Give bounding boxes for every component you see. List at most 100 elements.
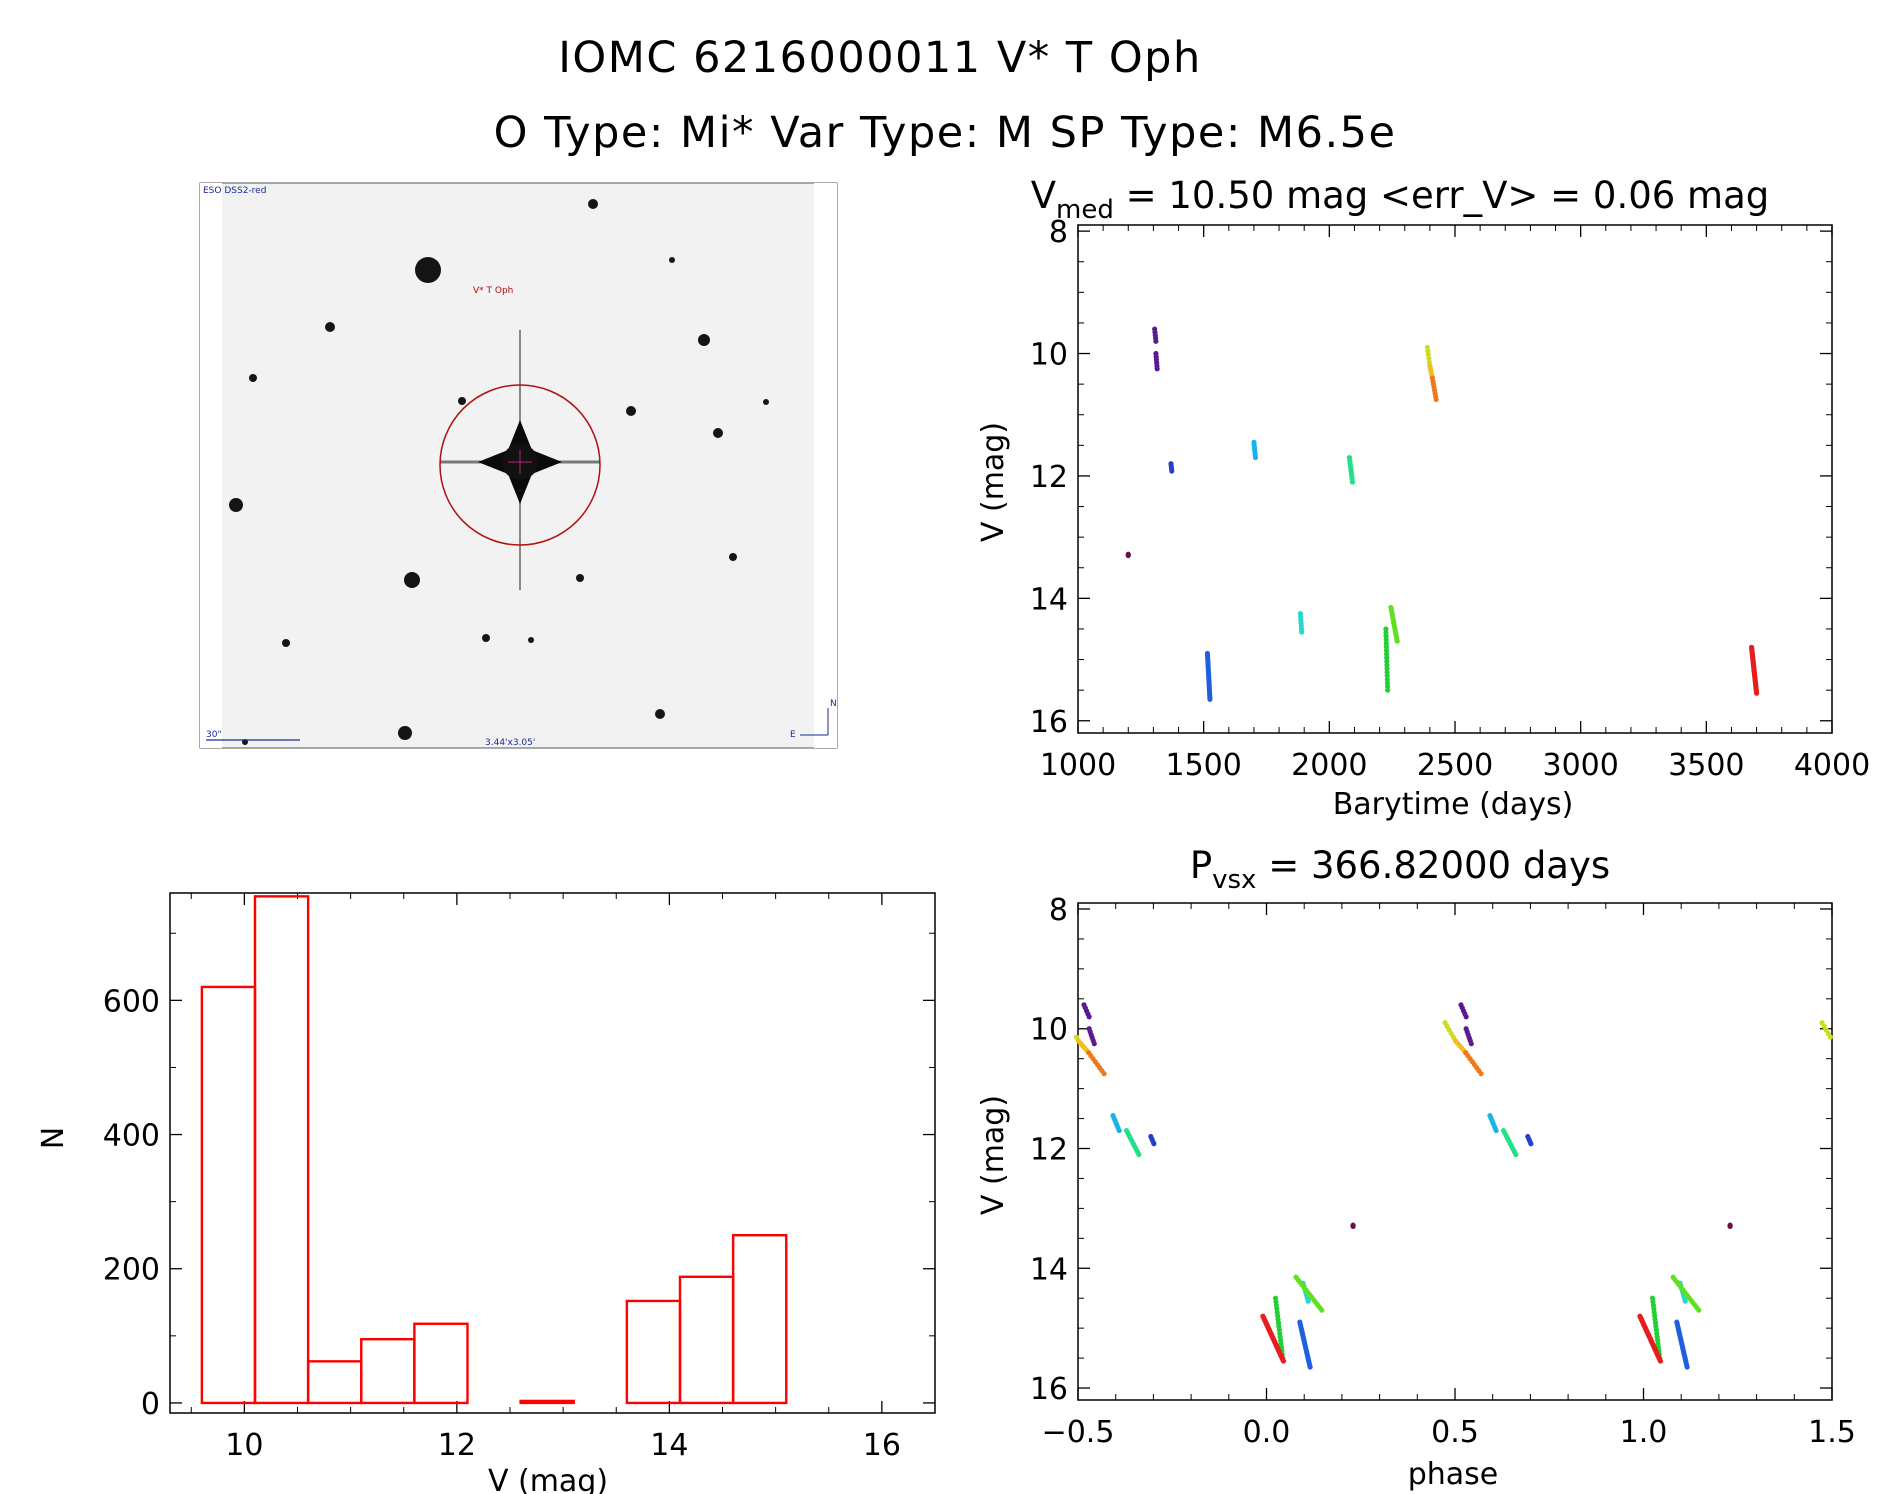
sky-image-right-band bbox=[814, 183, 837, 748]
phased-point bbox=[1319, 1307, 1325, 1313]
phased-ylabel: V (mag) bbox=[976, 1095, 1011, 1215]
histogram-xtick-label: 10 bbox=[225, 1428, 263, 1463]
header-subtitle: O Type: Mi* Var Type: M SP Type: M6.5e bbox=[494, 108, 1397, 158]
phased-ytick-label: 16 bbox=[1030, 1372, 1068, 1407]
phased-point bbox=[1091, 1041, 1097, 1047]
lightcurve-ylabel: V (mag) bbox=[976, 422, 1011, 542]
phased-title-main: P bbox=[1190, 844, 1212, 887]
phased-point bbox=[1727, 1223, 1733, 1229]
histogram-xtick-label: 12 bbox=[438, 1428, 476, 1463]
sky-star bbox=[576, 574, 584, 582]
lightcurve-ytick-label: 8 bbox=[1049, 215, 1068, 250]
phased-xtick-label: 1.0 bbox=[1620, 1415, 1668, 1450]
sky-star bbox=[482, 634, 490, 642]
phased-ytick-label: 14 bbox=[1030, 1252, 1068, 1287]
lightcurve-xtick-label: 1500 bbox=[1165, 748, 1241, 783]
lightcurve-frame bbox=[1077, 224, 1833, 734]
lightcurve-point bbox=[1153, 338, 1159, 344]
phased-point bbox=[1136, 1151, 1142, 1158]
lightcurve-point bbox=[1207, 696, 1213, 702]
lightcurve-title-main: V bbox=[1031, 174, 1056, 217]
sky-star bbox=[713, 428, 723, 438]
target-circle bbox=[439, 384, 601, 546]
phased-xtick-label: 0.5 bbox=[1431, 1415, 1479, 1450]
lightcurve-title: Vmed = 10.50 mag <err_V> = 0.06 mag bbox=[1031, 174, 1770, 225]
sky-star bbox=[282, 639, 290, 647]
sky-star bbox=[229, 498, 243, 512]
sky-image-panel: ESO DSS2-red V* T Oph 30" 3.44'x3.05' N … bbox=[199, 182, 838, 749]
phased-point bbox=[1151, 1141, 1157, 1147]
header-title: IOMC 6216000011 V* T Oph bbox=[558, 33, 1201, 83]
sky-star bbox=[249, 374, 257, 382]
compass: N E bbox=[790, 699, 837, 740]
phased-xtick-label: 0.0 bbox=[1243, 1415, 1291, 1450]
lightcurve-axes: 1000 1500 2000 2500 3000 3500 4000 8 10 12 14 16 bbox=[1030, 215, 1870, 783]
phased-point bbox=[1463, 1014, 1469, 1020]
sky-star bbox=[325, 322, 335, 332]
lightcurve-xtick-label: 2500 bbox=[1417, 748, 1493, 783]
phased-point bbox=[1684, 1364, 1690, 1370]
phased-title: Pvsx = 366.82000 days bbox=[1190, 844, 1610, 895]
sky-star bbox=[458, 397, 466, 405]
histogram-bar bbox=[306, 1360, 363, 1405]
lightcurve-chart: Vmed = 10.50 mag <err_V> = 0.06 mag 1000… bbox=[976, 174, 1870, 822]
sky-star bbox=[698, 334, 710, 346]
phased-point bbox=[1350, 1223, 1356, 1229]
lightcurve-title-rest: = 10.50 mag <err_V> = 0.06 mag bbox=[1114, 174, 1769, 217]
histogram-bar bbox=[413, 1322, 469, 1405]
phased-xlabel: phase bbox=[1408, 1457, 1499, 1492]
phased-xtick-label: 1.5 bbox=[1808, 1415, 1856, 1450]
sky-corner-label: ESO DSS2-red bbox=[203, 186, 266, 196]
phased-ytick-label: 10 bbox=[1030, 1013, 1068, 1048]
phased-point bbox=[1657, 1358, 1664, 1364]
phased-point bbox=[1827, 1034, 1833, 1040]
histogram-ytick-label: 200 bbox=[103, 1253, 160, 1288]
sky-fov-label: 3.44'x3.05' bbox=[485, 738, 535, 748]
lightcurve-xlabel: Barytime (days) bbox=[1333, 787, 1574, 822]
phased-frame bbox=[1077, 902, 1833, 1401]
lightcurve-xtick-label: 4000 bbox=[1794, 748, 1870, 783]
histogram-bar bbox=[625, 1299, 682, 1405]
histogram-ytick-label: 0 bbox=[141, 1387, 160, 1422]
phased-point bbox=[1493, 1127, 1499, 1134]
phased-axes: −0.5 0.0 0.5 1.0 1.5 8 10 12 14 16 bbox=[1030, 893, 1856, 1450]
lightcurve-point bbox=[1125, 552, 1131, 559]
sky-star bbox=[655, 709, 665, 719]
lightcurve-point bbox=[1394, 638, 1400, 644]
histogram-xlabel: V (mag) bbox=[488, 1464, 608, 1494]
sky-star bbox=[404, 572, 420, 588]
lightcurve-ytick-label: 10 bbox=[1030, 338, 1068, 373]
sky-star bbox=[398, 726, 412, 740]
target-star bbox=[439, 330, 601, 590]
sky-star bbox=[415, 257, 441, 283]
lightcurve-ytick-label: 12 bbox=[1030, 460, 1068, 495]
phased-point bbox=[1696, 1307, 1702, 1313]
lightcurve-point bbox=[1252, 454, 1259, 461]
sky-image-left-band bbox=[200, 183, 222, 748]
phased-point bbox=[1101, 1071, 1107, 1077]
phased-point bbox=[1682, 1298, 1688, 1304]
histogram-bar bbox=[519, 1399, 575, 1405]
phased-point bbox=[1478, 1071, 1484, 1077]
sky-star bbox=[729, 553, 737, 561]
phased-point bbox=[1468, 1041, 1474, 1047]
histogram-frame bbox=[169, 892, 936, 1414]
histogram-axes: 10 12 14 16 0 200 400 600 bbox=[103, 892, 936, 1463]
phased-point bbox=[1513, 1151, 1519, 1158]
lightcurve-point bbox=[1349, 479, 1356, 485]
compass-e-label: E bbox=[790, 730, 796, 740]
histogram-ytick-label: 600 bbox=[103, 984, 160, 1019]
phased-point bbox=[1305, 1298, 1311, 1304]
phased-point bbox=[1086, 1014, 1092, 1020]
sky-target-label: V* T Oph bbox=[473, 286, 513, 296]
lightcurve-xtick-label: 2000 bbox=[1291, 748, 1367, 783]
histogram-bar bbox=[200, 985, 257, 1405]
sky-star bbox=[588, 199, 598, 209]
histogram-bars bbox=[200, 895, 788, 1405]
lightcurve-points bbox=[1125, 326, 1760, 702]
lightcurve-xtick-label: 1000 bbox=[1040, 748, 1116, 783]
histogram-xtick-label: 16 bbox=[863, 1428, 901, 1463]
sky-star bbox=[528, 637, 534, 643]
lightcurve-title-sub: med bbox=[1056, 195, 1114, 225]
compass-n-label: N bbox=[830, 699, 837, 709]
